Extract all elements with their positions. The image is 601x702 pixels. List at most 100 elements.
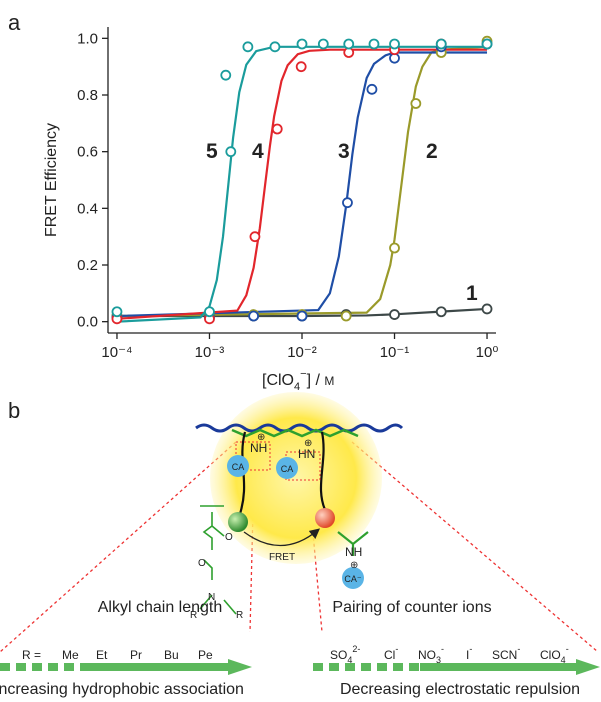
data-point <box>296 310 308 322</box>
gradient-step <box>361 663 371 671</box>
gradient-step <box>32 663 42 671</box>
ion-sup: - <box>469 644 472 654</box>
counter-ion <box>227 455 249 477</box>
trend-arrow <box>420 659 600 675</box>
x-tick-label: 10⁻⁴ <box>101 344 132 361</box>
gradient-step <box>329 663 339 671</box>
data-point <box>410 98 422 109</box>
alkyl-label: Et <box>96 648 108 662</box>
x-axis-title-part: [ClO <box>262 372 294 389</box>
r-label: R = <box>22 648 41 662</box>
ion-sub: 3 <box>436 655 441 665</box>
data-point <box>389 309 400 320</box>
zoom-line <box>0 441 237 653</box>
acceptor-dye <box>315 508 335 528</box>
series-label: 3 <box>338 140 350 163</box>
data-point <box>343 38 355 50</box>
caption: Increasing hydrophobic association <box>0 681 244 698</box>
diagram: b <box>0 392 599 653</box>
gradient-step <box>393 663 403 671</box>
y-axis-title: FRET Efficiency <box>43 123 60 237</box>
ion-sub: 4 <box>347 655 352 665</box>
x-axis-title-part: ] / <box>307 372 325 389</box>
nanoparticle <box>210 392 382 564</box>
ion-label: ClO4- <box>540 644 569 665</box>
counter-ion-label: CA <box>232 462 245 472</box>
y-tick-label: 1.0 <box>77 30 98 47</box>
alkyl-label: Bu <box>164 648 179 662</box>
charge: ⊕ <box>304 438 312 449</box>
atom-label: O <box>225 532 233 543</box>
charge: ⊕ <box>350 560 358 571</box>
counter-ion <box>342 567 364 589</box>
counter-ion-label: CA <box>281 464 294 474</box>
charge: ⊕ <box>257 432 265 443</box>
ion-label: Cl- <box>384 644 398 662</box>
alkyl-label: Me <box>62 648 79 662</box>
fret-label: FRET <box>269 552 295 563</box>
fit-line <box>116 45 488 318</box>
data-point <box>366 83 378 95</box>
section-title: Pairing of counter ions <box>332 599 491 616</box>
ion-sup: - <box>517 644 520 654</box>
fit-line <box>116 48 488 320</box>
ion-sup: - <box>441 644 444 654</box>
data-point <box>481 38 493 50</box>
series-label: 4 <box>252 140 264 163</box>
amine-label: HN <box>298 447 315 461</box>
ion-label: SCN- <box>492 644 520 662</box>
panel-label: a <box>8 10 21 35</box>
tether <box>319 431 327 513</box>
series-label: 5 <box>206 140 218 163</box>
x-tick-label: 10⁻¹ <box>380 344 410 361</box>
data-point <box>389 38 400 50</box>
data-point <box>435 38 447 50</box>
data-point <box>204 306 215 318</box>
data-point <box>342 197 353 209</box>
amine-label: NH <box>345 545 362 559</box>
ion-base: Cl <box>384 648 395 662</box>
y-tick-label: 0.2 <box>77 257 98 274</box>
polymer-chain <box>195 423 404 433</box>
data-point <box>269 41 281 53</box>
ion-sup: 2- <box>352 644 360 654</box>
y-tick-label: 0.6 <box>77 144 98 161</box>
amine-label: NH <box>250 441 267 455</box>
gradient-step <box>313 663 323 671</box>
data-point <box>220 69 232 81</box>
data-point <box>296 38 308 50</box>
x-tick-label: 10⁻³ <box>195 344 225 361</box>
zoom-line <box>351 441 599 653</box>
ion-label: SO42- <box>330 644 360 665</box>
caption: Decreasing electrostatic repulsion <box>340 681 580 698</box>
x-axis-title: [ClO4−] / M <box>262 368 334 393</box>
x-axis-title-part: 4 <box>294 381 300 393</box>
x-axis-title-part: − <box>300 368 306 380</box>
ion-sub: 4 <box>561 655 566 665</box>
gradient-step <box>64 663 74 671</box>
amine-structure <box>337 531 369 556</box>
counter-ion-label: CA⁻ <box>344 574 362 584</box>
gradient-step <box>0 663 10 671</box>
atom-label: N <box>208 592 215 603</box>
series-label: 2 <box>426 140 438 163</box>
section-title: Alkyl chain length <box>98 599 223 616</box>
data-point <box>317 38 329 50</box>
ion-label: I- <box>466 644 472 662</box>
atom-label: R <box>190 610 197 621</box>
gradient-step <box>345 663 355 671</box>
y-tick-label: 0.8 <box>77 87 98 104</box>
data-point <box>225 146 237 158</box>
donor-dye <box>228 512 248 532</box>
y-tick-label: 0.4 <box>77 200 98 217</box>
alkyl-label: Pr <box>130 648 142 662</box>
ion-base: NO <box>418 648 436 662</box>
data-point <box>340 310 352 322</box>
fit-line <box>116 307 488 318</box>
data-point <box>248 310 260 322</box>
panel-label: b <box>8 398 20 423</box>
ion-base: SO <box>330 648 347 662</box>
trend-arrow <box>80 659 252 675</box>
ion-base: SCN <box>492 648 517 662</box>
